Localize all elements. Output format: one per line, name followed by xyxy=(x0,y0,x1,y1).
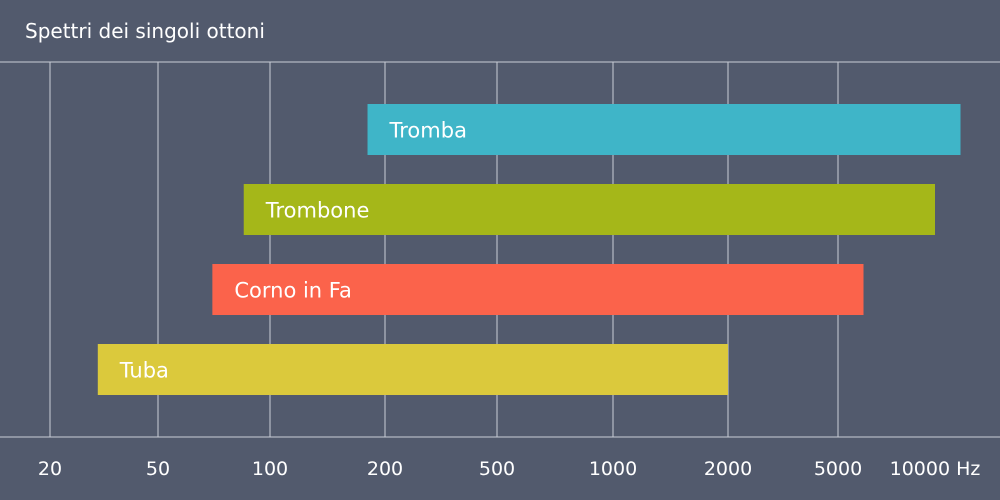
x-tick-label-200: 200 xyxy=(367,458,403,480)
bar-label-corno-in-fa: Corno in Fa xyxy=(234,279,351,303)
bar-label-tromba: Tromba xyxy=(389,119,467,143)
x-tick-label-1000: 1000 xyxy=(589,458,637,480)
x-tick-label-50: 50 xyxy=(146,458,170,480)
x-tick-label-5000: 5000 xyxy=(814,458,862,480)
x-tick-label-500: 500 xyxy=(479,458,515,480)
bar-corno-in-fa xyxy=(212,264,864,315)
x-tick-label-20: 20 xyxy=(38,458,62,480)
x-tick-labels: 20 50 100 200 500 1000 2000 5000 10000 Hz xyxy=(38,458,980,480)
chart-title: Spettri dei singoli ottoni xyxy=(25,19,265,43)
bar-tromba xyxy=(367,104,961,155)
bar-trombone xyxy=(243,184,936,235)
bar-tuba xyxy=(97,344,728,395)
x-tick-label-100: 100 xyxy=(252,458,288,480)
x-tick-label-10000: 10000 Hz xyxy=(890,458,981,480)
bar-label-tuba: Tuba xyxy=(119,359,169,383)
range-bars: Tromba Trombone Corno in Fa Tuba xyxy=(97,104,961,395)
x-tick-label-2000: 2000 xyxy=(704,458,752,480)
bar-label-trombone: Trombone xyxy=(265,199,370,223)
